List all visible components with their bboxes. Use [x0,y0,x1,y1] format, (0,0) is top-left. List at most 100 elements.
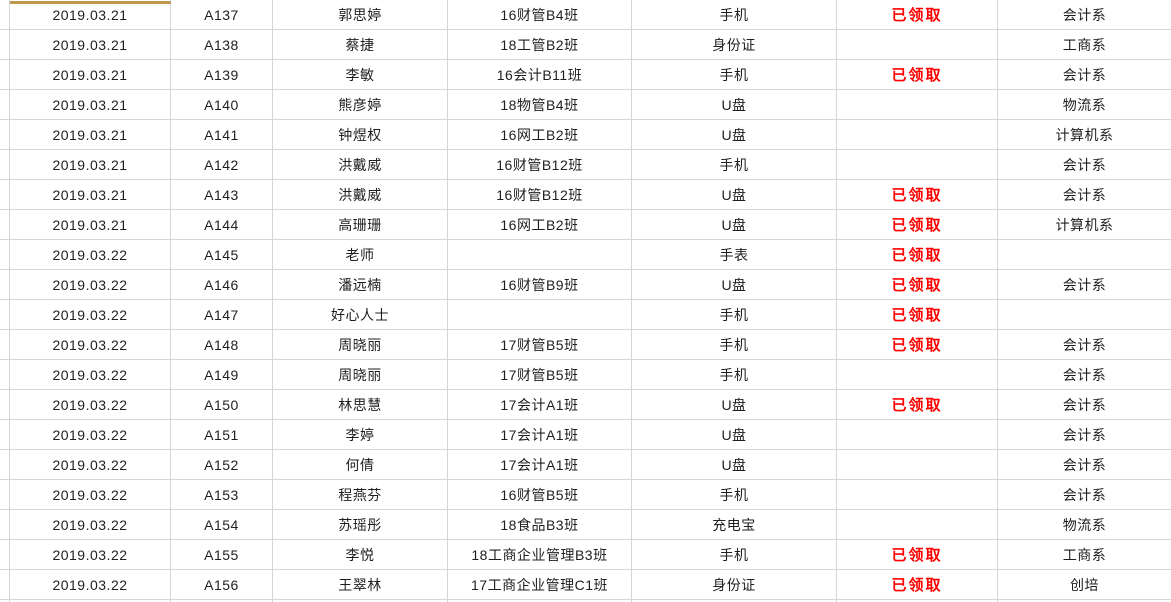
cell-department[interactable]: 创培 [998,570,1171,600]
cell-date[interactable]: 2019.03.22 [10,540,171,570]
cell-department[interactable] [998,300,1171,330]
cell-class[interactable]: 16网工B2班 [448,120,632,150]
cell-class[interactable]: 18工管B2班 [448,30,632,60]
cell-date[interactable]: 2019.03.22 [10,270,171,300]
cell-item-id[interactable]: A147 [171,300,273,330]
cell-item-id[interactable]: A149 [171,360,273,390]
cell-class[interactable]: 16财管B9班 [448,270,632,300]
cell-class[interactable]: 16会计B11班 [448,60,632,90]
cell-department[interactable]: 会计系 [998,420,1171,450]
cell-item-type[interactable]: 手机 [632,480,837,510]
cell-item-type[interactable]: U盘 [632,390,837,420]
cell-item-id[interactable]: A144 [171,210,273,240]
cell-item-id[interactable]: A150 [171,390,273,420]
cell-department[interactable]: 会计系 [998,330,1171,360]
cell-class[interactable] [448,300,632,330]
cell-person-name[interactable]: 程燕芬 [273,480,448,510]
cell-date[interactable]: 2019.03.22 [10,330,171,360]
cell-item-id[interactable]: A155 [171,540,273,570]
cell-person-name[interactable]: 李敏 [273,60,448,90]
cell-date[interactable]: 2019.03.22 [10,480,171,510]
cell-date[interactable]: 2019.03.22 [10,510,171,540]
cell-person-name[interactable]: 洪戴威 [273,180,448,210]
cell-item-type[interactable]: 手机 [632,360,837,390]
cell-item-id[interactable]: A151 [171,420,273,450]
cell-item-type[interactable]: 充电宝 [632,510,837,540]
cell-empty[interactable] [10,600,171,602]
cell-item-id[interactable]: A154 [171,510,273,540]
cell-class[interactable]: 17工商企业管理C1班 [448,570,632,600]
cell-item-type[interactable]: U盘 [632,420,837,450]
cell-claim-status[interactable]: 已领取 [837,210,998,240]
cell-person-name[interactable]: 周晓丽 [273,330,448,360]
cell-class[interactable]: 18物管B4班 [448,90,632,120]
cell-claim-status[interactable] [837,360,998,390]
cell-class[interactable] [448,240,632,270]
cell-item-type[interactable]: U盘 [632,210,837,240]
cell-claim-status[interactable]: 已领取 [837,540,998,570]
cell-claim-status[interactable]: 已领取 [837,270,998,300]
cell-item-type[interactable]: 手机 [632,150,837,180]
cell-claim-status[interactable] [837,480,998,510]
cell-claim-status[interactable] [837,450,998,480]
cell-date[interactable]: 2019.03.22 [10,420,171,450]
cell-person-name[interactable]: 郭思婷 [273,0,448,30]
cell-person-name[interactable]: 老师 [273,240,448,270]
cell-department[interactable]: 会计系 [998,390,1171,420]
cell-item-id[interactable]: A153 [171,480,273,510]
cell-department[interactable]: 会计系 [998,270,1171,300]
cell-empty[interactable] [632,600,837,602]
cell-person-name[interactable]: 王翠林 [273,570,448,600]
cell-person-name[interactable]: 何倩 [273,450,448,480]
cell-class[interactable]: 18食品B3班 [448,510,632,540]
cell-item-id[interactable]: A139 [171,60,273,90]
cell-class[interactable]: 17会计A1班 [448,450,632,480]
cell-item-id[interactable]: A143 [171,180,273,210]
cell-person-name[interactable]: 潘远楠 [273,270,448,300]
cell-item-type[interactable]: 手机 [632,60,837,90]
cell-person-name[interactable]: 好心人士 [273,300,448,330]
cell-date[interactable]: 2019.03.21 [10,30,171,60]
cell-person-name[interactable]: 周晓丽 [273,360,448,390]
cell-item-id[interactable]: A156 [171,570,273,600]
cell-item-type[interactable]: 手表 [632,240,837,270]
cell-claim-status[interactable]: 已领取 [837,240,998,270]
cell-item-type[interactable]: 手机 [632,0,837,30]
cell-department[interactable]: 计算机系 [998,210,1171,240]
cell-person-name[interactable]: 蔡捷 [273,30,448,60]
cell-date[interactable]: 2019.03.21 [10,90,171,120]
cell-department[interactable]: 物流系 [998,90,1171,120]
cell-date[interactable]: 2019.03.21 [10,60,171,90]
cell-item-type[interactable]: 手机 [632,300,837,330]
cell-claim-status[interactable]: 已领取 [837,180,998,210]
cell-claim-status[interactable] [837,510,998,540]
cell-claim-status[interactable]: 已领取 [837,390,998,420]
cell-claim-status[interactable]: 已领取 [837,0,998,30]
cell-item-id[interactable]: A142 [171,150,273,180]
cell-date[interactable]: 2019.03.22 [10,450,171,480]
cell-item-type[interactable]: U盘 [632,180,837,210]
cell-empty[interactable] [448,600,632,602]
cell-department[interactable]: 会计系 [998,360,1171,390]
cell-person-name[interactable]: 苏瑶彤 [273,510,448,540]
cell-item-id[interactable]: A145 [171,240,273,270]
cell-class[interactable]: 16财管B12班 [448,180,632,210]
cell-department[interactable]: 会计系 [998,150,1171,180]
cell-department[interactable]: 计算机系 [998,120,1171,150]
cell-date[interactable]: 2019.03.21 [10,210,171,240]
cell-item-id[interactable]: A152 [171,450,273,480]
cell-empty[interactable] [273,600,448,602]
cell-item-id[interactable]: A137 [171,0,273,30]
cell-person-name[interactable]: 李婷 [273,420,448,450]
cell-claim-status[interactable] [837,120,998,150]
cell-person-name[interactable]: 李悦 [273,540,448,570]
cell-claim-status[interactable]: 已领取 [837,330,998,360]
cell-claim-status[interactable] [837,90,998,120]
cell-department[interactable]: 物流系 [998,510,1171,540]
cell-class[interactable]: 17财管B5班 [448,360,632,390]
cell-department[interactable]: 会计系 [998,480,1171,510]
cell-date[interactable]: 2019.03.22 [10,390,171,420]
cell-item-id[interactable]: A148 [171,330,273,360]
cell-class[interactable]: 18工商企业管理B3班 [448,540,632,570]
cell-item-id[interactable]: A141 [171,120,273,150]
